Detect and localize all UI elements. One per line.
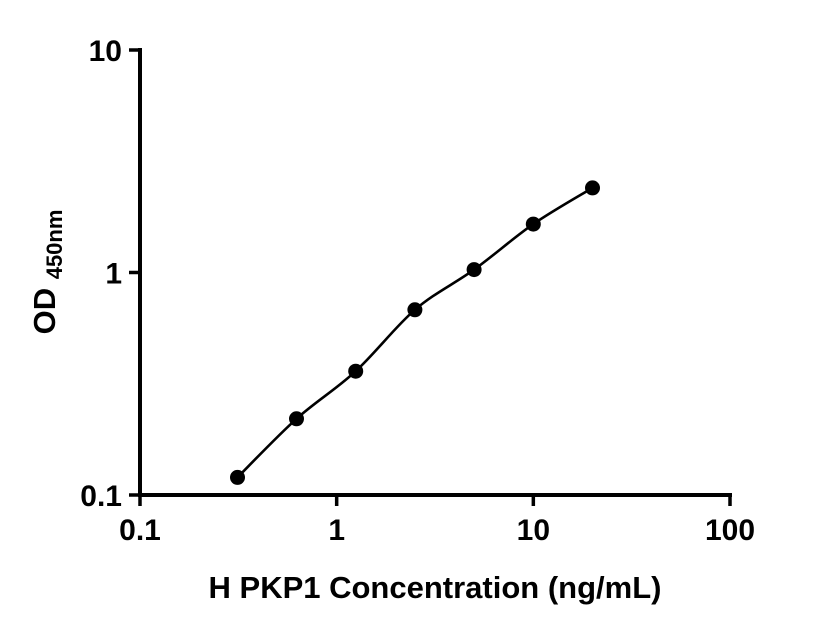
- data-point: [230, 469, 245, 485]
- x-axis-title: H PKP1 Concentration (ng/mL): [209, 570, 662, 605]
- data-point: [289, 411, 304, 427]
- y-tick-label: 1: [105, 257, 122, 290]
- y-tick-label: 10: [89, 35, 122, 68]
- y-tick-label: 0.1: [80, 480, 122, 513]
- ticks-layer: 0.1 1 10 100 0.1 1 10: [80, 35, 755, 547]
- data-point: [585, 180, 600, 196]
- y-axis-title-subscript: 450nm: [42, 210, 67, 280]
- x-tick-label: 100: [705, 514, 755, 547]
- data-point: [348, 363, 364, 379]
- series-layer: [230, 180, 600, 485]
- data-point: [525, 216, 541, 232]
- data-point: [466, 262, 482, 278]
- x-tick-label: 1: [328, 514, 345, 547]
- y-axis-title-main: OD: [27, 288, 62, 335]
- axes-layer: [138, 48, 732, 497]
- y-axis-title: OD 450nm: [27, 210, 67, 335]
- x-tick-label: 0.1: [119, 514, 161, 547]
- data-point: [407, 302, 423, 318]
- standard-curve-line: [236, 186, 594, 479]
- x-tick-label: 10: [517, 514, 550, 547]
